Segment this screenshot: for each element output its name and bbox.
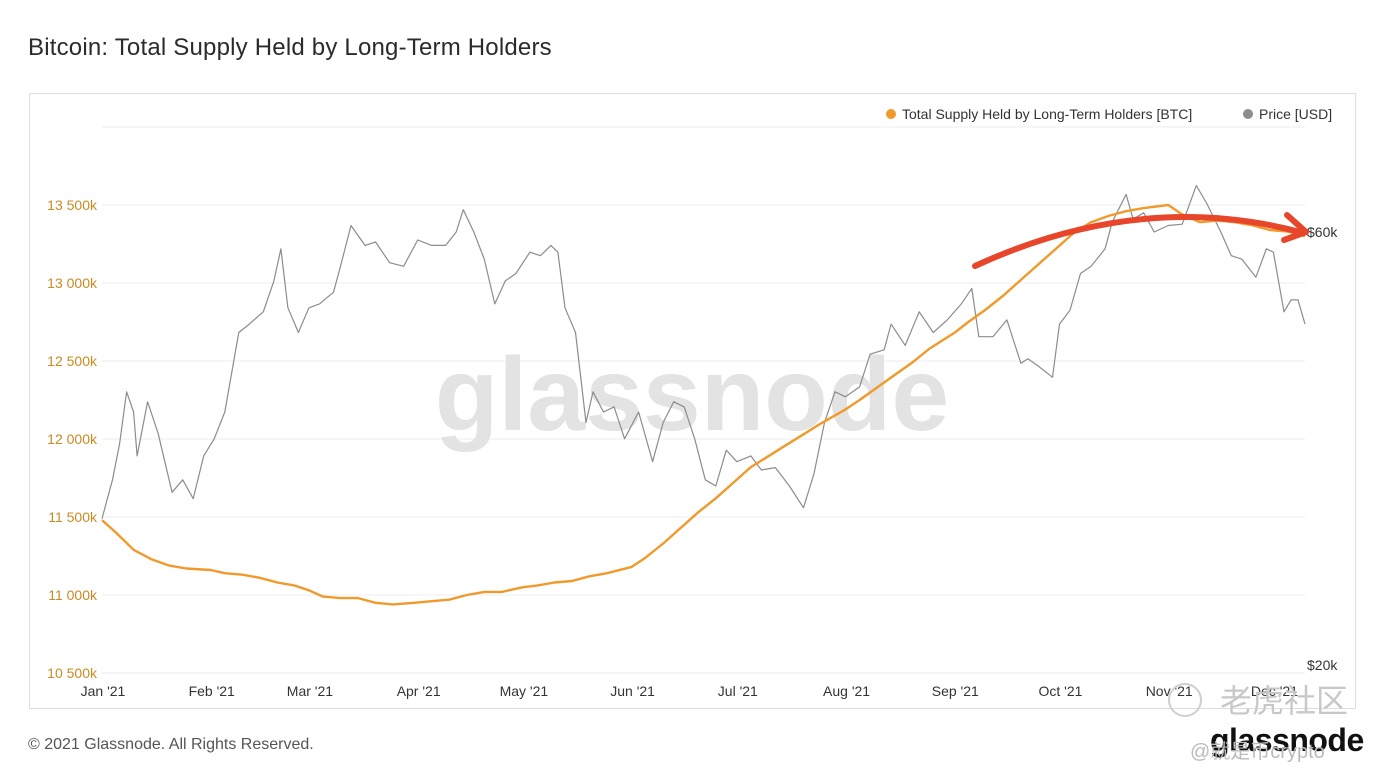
legend-price-marker: [1243, 109, 1253, 119]
legend-supply-marker: [886, 109, 896, 119]
x-tick-label: Apr '21: [397, 683, 441, 699]
x-tick-label: Dec '21: [1251, 683, 1298, 699]
chart-title: Bitcoin: Total Supply Held by Long-Term …: [28, 34, 552, 61]
watermark-circle-icon: [1168, 683, 1202, 717]
left-axis: 10 500k 11 000k 11 500k 12 000k 12 500k 13 00…: [47, 197, 98, 681]
y-left-tick-label: 12 500k: [47, 353, 98, 369]
x-tick-label: Jun '21: [610, 683, 655, 699]
x-tick-label: Oct '21: [1039, 683, 1083, 699]
y-left-tick-label: 10 500k: [47, 665, 98, 681]
x-tick-label: Feb '21: [189, 683, 235, 699]
y-left-tick-label: 11 000k: [48, 587, 98, 603]
x-tick-label: Aug '21: [823, 683, 870, 699]
x-tick-label: Jul '21: [718, 683, 758, 699]
y-right-tick-label: $20k: [1307, 657, 1338, 673]
legend: Total Supply Held by Long-Term Holders […: [886, 106, 1332, 122]
watermark-cn: 老虎社区: [1220, 683, 1349, 719]
trend-arrow: [972, 212, 1309, 269]
x-tick-label: Jan '21: [81, 683, 126, 699]
legend-supply-label: Total Supply Held by Long-Term Holders […: [902, 106, 1192, 122]
x-axis: Jan '21 Feb '21 Mar '21 Apr '21 May '21 Jun '…: [81, 683, 1299, 699]
glassnode-logo: glassnode: [1210, 722, 1364, 758]
chart-frame: [29, 93, 1356, 709]
copyright-footer: © 2021 Glassnode. All Rights Reserved.: [28, 736, 314, 753]
x-tick-label: Sep '21: [932, 683, 979, 699]
x-tick-label: May '21: [500, 683, 549, 699]
y-left-tick-label: 12 000k: [47, 431, 98, 447]
y-right-tick-label: $60k: [1307, 224, 1338, 240]
watermark-handle: @就是币crypto: [1190, 741, 1325, 763]
price-line: [101, 185, 1306, 519]
x-tick-label: Mar '21: [287, 683, 333, 699]
y-left-tick-label: 13 500k: [47, 197, 98, 213]
trend-arrow-curve: [972, 214, 1303, 269]
series: [101, 185, 1306, 606]
y-left-tick-label: 11 500k: [48, 509, 98, 525]
supply-line: [101, 203, 1306, 606]
watermark-glassnode: glassnode: [435, 337, 949, 453]
right-axis: $20k $60k: [1307, 224, 1338, 673]
y-left-tick-label: 13 000k: [47, 275, 98, 291]
trend-arrow-head: [1281, 212, 1309, 243]
legend-price-label: Price [USD]: [1259, 106, 1332, 122]
grid-lines: [102, 126, 1305, 674]
